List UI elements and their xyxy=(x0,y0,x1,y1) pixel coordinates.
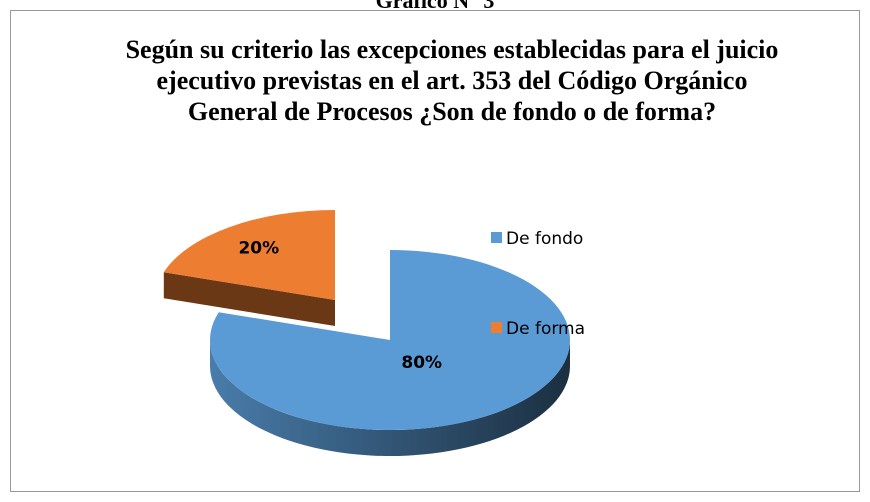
legend-label: De forma xyxy=(506,319,585,339)
caption: Gráfico N° 3 xyxy=(376,0,495,13)
pie-slice xyxy=(163,210,335,300)
pie-slice xyxy=(210,250,570,431)
value-label: 80% xyxy=(401,353,442,373)
legend-swatch xyxy=(491,322,502,333)
value-label: 20% xyxy=(238,239,279,259)
slice-side xyxy=(163,272,335,326)
legend-swatch xyxy=(491,232,502,243)
chart-title: Según su criterio las excepciones establ… xyxy=(126,35,779,126)
legend-label: De fondo xyxy=(506,229,583,249)
slice-wall xyxy=(210,340,570,456)
